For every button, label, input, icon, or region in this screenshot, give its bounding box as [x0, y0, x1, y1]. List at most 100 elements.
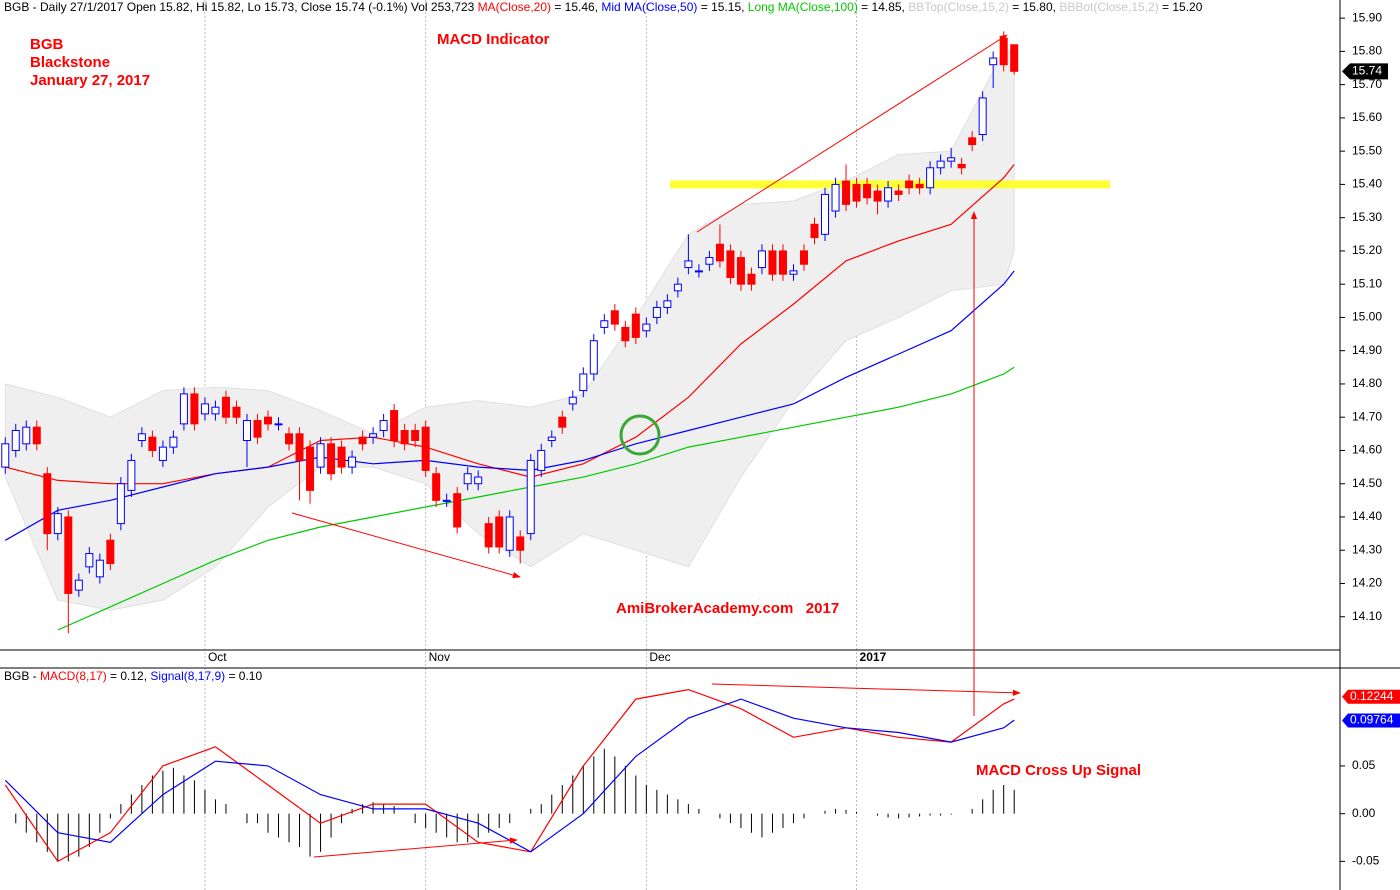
candle-body	[1, 443, 10, 468]
value-tag-label: 0.12244	[1350, 689, 1394, 703]
candle-body	[85, 553, 94, 568]
candle-body	[369, 433, 378, 438]
candle-body	[831, 183, 840, 212]
candle-body	[316, 443, 325, 468]
line-series	[57, 366, 1015, 631]
support-level	[670, 180, 1110, 189]
candle-body	[95, 559, 104, 578]
candle-body	[978, 97, 987, 136]
chart-title: MACD Indicator	[437, 31, 550, 48]
candle-body	[274, 423, 283, 426]
x-tick-label: 2017	[860, 650, 887, 664]
candle-body	[127, 459, 136, 491]
candle-body	[22, 426, 31, 445]
header-part: BGB - Daily 27/1/2017 Open 15.82, Hi 15.…	[4, 0, 478, 14]
header: BGB - Daily 27/1/2017 Open 15.82, Hi 15.…	[4, 0, 1203, 14]
watermark: AmiBrokerAcademy.com 2017	[616, 600, 839, 617]
candle-body	[74, 579, 83, 591]
candle-body	[905, 180, 914, 189]
y-tick-label: 0.00	[1352, 806, 1376, 820]
line-series	[4, 698, 1015, 853]
header-part: = 14.85,	[858, 0, 908, 14]
candle-body	[106, 539, 115, 565]
candle-body	[936, 160, 945, 169]
header-part: = 15.15,	[697, 0, 747, 14]
candle-body	[169, 436, 178, 448]
candle-body	[1010, 44, 1019, 72]
symbol: BGB	[30, 36, 64, 53]
last-value-label: 15.74	[1352, 64, 1382, 78]
candle-body	[558, 416, 567, 428]
y-tick-label: 15.10	[1352, 276, 1382, 290]
candle-body	[358, 436, 367, 445]
value-tag	[1342, 713, 1400, 728]
candle-body	[179, 393, 188, 425]
header-part: Signal(8,17,9)	[150, 669, 225, 683]
y-tick-label: 14.20	[1352, 576, 1382, 590]
candle-body	[32, 426, 41, 445]
candle-body	[873, 190, 882, 202]
candle-body	[747, 273, 756, 285]
y-tick-label: 15.90	[1352, 10, 1382, 24]
candle-body	[884, 187, 893, 202]
arrow	[313, 837, 518, 858]
y-tick-label: 0.05	[1352, 758, 1376, 772]
candle-body	[474, 476, 483, 485]
y-tick-label: 14.90	[1352, 343, 1382, 357]
y-tick-label: 15.50	[1352, 143, 1382, 157]
header-part: BGB -	[4, 669, 40, 683]
candle-body	[989, 57, 998, 66]
company: Blackstone	[30, 54, 110, 71]
y-tick-label: 15.30	[1352, 210, 1382, 224]
candle-body	[778, 250, 787, 275]
x-tick-label: Oct	[208, 650, 227, 664]
candle-body	[264, 416, 272, 425]
candle-body	[673, 283, 682, 292]
candle-body	[547, 436, 556, 441]
candle-body	[442, 499, 451, 502]
header-part: Long MA(Close,100)	[748, 0, 858, 14]
candle-body	[232, 406, 241, 418]
candle-body	[789, 270, 798, 275]
header-part: MACD(8,17)	[40, 669, 107, 683]
header-part: MA(Close,20)	[478, 0, 551, 14]
candle-body	[947, 157, 956, 162]
candle-body	[242, 420, 251, 441]
y-tick-label: -0.05	[1352, 854, 1380, 868]
candle-body	[852, 183, 861, 202]
candle-body	[211, 406, 220, 415]
candle-body	[221, 396, 230, 418]
header-part: = 15.80,	[1009, 0, 1059, 14]
candle-body	[158, 446, 167, 461]
candle-body	[526, 459, 535, 535]
candle-body	[505, 516, 514, 551]
candle-body	[736, 257, 745, 285]
candle-body	[306, 446, 315, 491]
candle-body	[652, 306, 661, 318]
candle-body	[726, 250, 735, 279]
y-tick-label: 15.70	[1352, 77, 1382, 91]
header-part: = 15.46,	[551, 0, 601, 14]
x-tick-label: Nov	[429, 650, 450, 664]
candle-body	[137, 433, 146, 441]
candle-body	[621, 326, 630, 342]
y-tick-label: 15.80	[1352, 44, 1382, 58]
candle-body	[253, 420, 262, 438]
candle-body	[116, 483, 125, 525]
candle-body	[579, 373, 588, 392]
y-tick-label: 14.40	[1352, 509, 1382, 523]
candle-body	[915, 183, 924, 189]
candle-body	[200, 403, 209, 415]
value-tag	[1342, 689, 1400, 704]
candle-body	[926, 167, 935, 189]
header: BGB - MACD(8,17) = 0.12, Signal(8,17,9) …	[4, 669, 262, 683]
candle-body	[421, 426, 430, 471]
y-tick-label: 14.50	[1352, 476, 1382, 490]
candle-body	[190, 393, 199, 425]
candle-body	[842, 180, 851, 205]
y-tick-label: 14.60	[1352, 443, 1382, 457]
candle-body	[610, 310, 619, 325]
candle-body	[863, 183, 872, 199]
candle-body	[295, 433, 304, 461]
